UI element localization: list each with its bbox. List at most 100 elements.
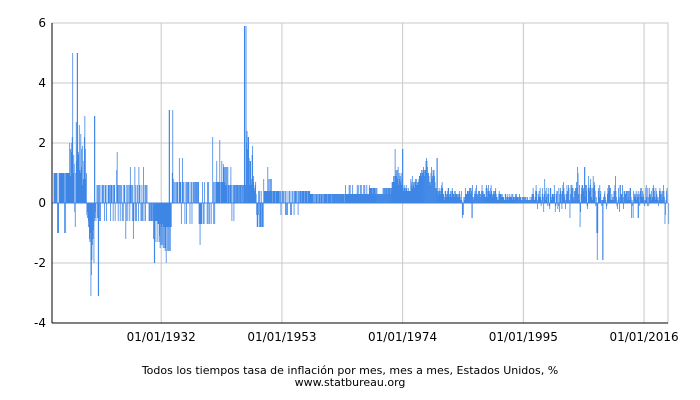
- inflation-bar: [236, 185, 237, 203]
- inflation-bar: [553, 185, 555, 203]
- inflation-bar: [568, 188, 570, 203]
- inflation-bar: [313, 194, 315, 203]
- inflation-bar: [418, 176, 420, 203]
- source-link[interactable]: www.statbureau.org: [294, 376, 406, 389]
- inflation-bar: [246, 143, 247, 203]
- inflation-bar: [502, 197, 504, 203]
- inflation-bar: [107, 185, 109, 203]
- inflation-bar: [195, 182, 197, 203]
- inflation-bar: [544, 200, 546, 203]
- inflation-bar: [129, 203, 131, 221]
- inflation-bar: [121, 185, 123, 203]
- inflation-bar: [659, 188, 661, 203]
- inflation-bar: [230, 185, 232, 203]
- inflation-bar: [100, 203, 101, 221]
- inflation-bar: [280, 191, 281, 203]
- inflation-bar: [275, 191, 277, 203]
- inflation-bar: [486, 188, 488, 203]
- inflation-bar: [172, 110, 174, 203]
- inflation-bar: [189, 203, 191, 224]
- inflation-bar: [470, 194, 472, 203]
- inflation-bar: [381, 194, 382, 203]
- inflation-bar: [417, 185, 419, 203]
- inflation-bar: [617, 203, 618, 209]
- inflation-bar: [284, 191, 286, 203]
- inflation-bar: [493, 191, 495, 203]
- inflation-bar: [191, 203, 193, 224]
- inflation-bar: [560, 191, 562, 203]
- inflation-bar: [431, 167, 432, 203]
- inflation-bar: [555, 203, 557, 206]
- inflation-bar: [390, 188, 391, 203]
- inflation-bar: [109, 185, 111, 203]
- inflation-bar: [391, 188, 392, 203]
- inflation-bar: [132, 203, 134, 239]
- inflation-bar: [133, 203, 135, 221]
- inflation-bar: [97, 185, 99, 203]
- inflation-bar: [448, 188, 450, 203]
- inflation-bar: [399, 176, 401, 203]
- inflation-bar: [655, 191, 657, 203]
- inflation-bar: [151, 203, 152, 221]
- inflation-bar: [519, 194, 520, 203]
- inflation-bar: [439, 194, 441, 203]
- inflation-bar: [606, 203, 608, 206]
- inflation-bar: [245, 26, 247, 203]
- inflation-bar: [505, 200, 507, 203]
- inflation-bar: [599, 194, 601, 203]
- inflation-bar: [123, 185, 125, 203]
- inflation-bar: [576, 182, 577, 203]
- inflation-bar: [491, 191, 493, 203]
- inflation-bar: [529, 197, 531, 203]
- inflation-bar: [263, 179, 265, 203]
- inflation-bar: [204, 182, 206, 203]
- inflation-bar: [512, 194, 514, 203]
- inflation-bar: [306, 191, 308, 203]
- inflation-bar: [66, 173, 68, 203]
- inflation-bar: [370, 188, 372, 203]
- inflation-bar: [163, 203, 165, 227]
- inflation-bar: [92, 203, 93, 245]
- inflation-bar: [222, 182, 224, 203]
- inflation-bar: [186, 182, 188, 203]
- inflation-bar: [663, 185, 664, 203]
- inflation-bar: [628, 191, 629, 203]
- inflation-bar: [448, 197, 450, 203]
- inflation-bar: [234, 185, 236, 203]
- inflation-bar: [538, 197, 540, 203]
- inflation-bar: [632, 203, 634, 206]
- inflation-bar: [166, 203, 168, 227]
- inflation-bar: [183, 182, 185, 203]
- inflation-bar: [504, 200, 506, 203]
- inflation-bar: [63, 173, 65, 203]
- inflation-bar: [392, 182, 393, 203]
- inflation-bar: [604, 197, 606, 203]
- inflation-bar: [267, 167, 269, 203]
- inflation-bar: [135, 185, 137, 203]
- inflation-bar: [195, 182, 196, 203]
- inflation-bar: [524, 197, 525, 203]
- inflation-bar: [552, 197, 554, 203]
- inflation-bar: [488, 185, 490, 203]
- inflation-bar: [106, 203, 107, 221]
- inflation-bar: [364, 194, 366, 203]
- inflation-bar: [600, 191, 602, 203]
- inflation-bar: [517, 197, 518, 203]
- inflation-bar: [232, 185, 234, 203]
- inflation-bar: [563, 182, 564, 203]
- inflation-bar: [523, 197, 524, 203]
- inflation-bar: [373, 188, 375, 203]
- inflation-bar: [558, 203, 560, 212]
- inflation-bar: [568, 185, 569, 203]
- inflation-bar: [581, 188, 582, 203]
- inflation-bar: [312, 194, 314, 203]
- inflation-bar: [388, 188, 389, 203]
- inflation-bar: [339, 194, 340, 203]
- inflation-bar: [455, 194, 457, 203]
- inflation-bar: [156, 203, 158, 242]
- inflation-bar: [390, 188, 392, 203]
- inflation-bar: [135, 203, 137, 221]
- inflation-bar: [276, 191, 278, 203]
- inflation-bar: [433, 170, 435, 203]
- inflation-bar: [482, 191, 484, 203]
